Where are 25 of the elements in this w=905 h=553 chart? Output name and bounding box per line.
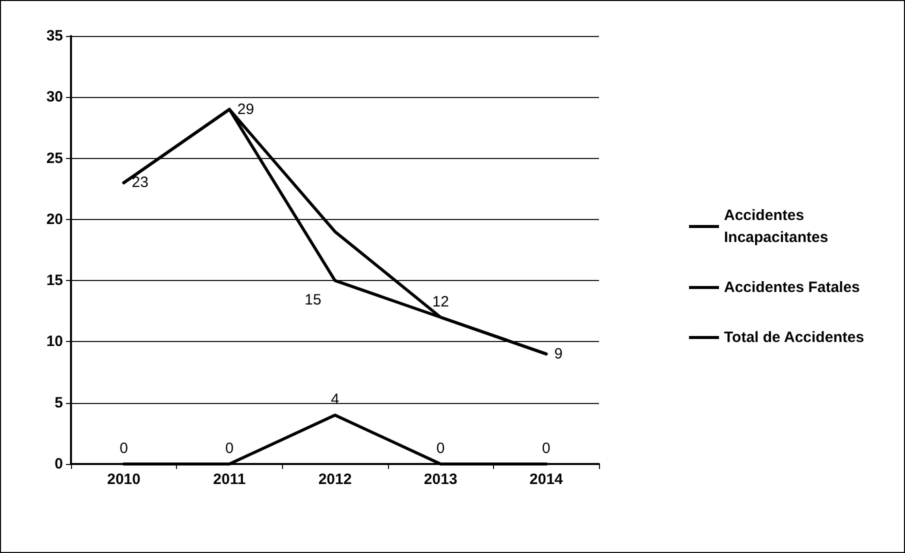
y-tick-label: 5 — [54, 394, 63, 412]
data-label: 0 — [436, 440, 445, 457]
legend-label: Total de Accidentes — [724, 329, 864, 346]
data-label: 9 — [554, 345, 563, 362]
y-tick-label: 35 — [46, 28, 63, 44]
data-label: 23 — [132, 174, 148, 192]
data-label: 0 — [120, 440, 128, 457]
x-tick-label: 2014 — [530, 471, 564, 488]
x-tick-label: 2012 — [318, 471, 352, 488]
y-tick-label: 0 — [54, 456, 63, 472]
data-label: 15 — [304, 292, 322, 309]
y-tick-label: 25 — [46, 150, 63, 167]
x-tick-label: 2011 — [213, 471, 246, 488]
legend-label: Accidentes Fatales — [724, 279, 860, 296]
y-tick-label: 20 — [46, 210, 63, 228]
data-label: 0 — [542, 440, 550, 457]
x-tick-label: 2010 — [107, 471, 140, 488]
data-label: 12 — [432, 293, 449, 310]
x-tick-label: 2013 — [424, 471, 458, 488]
data-label: 29 — [237, 100, 254, 118]
y-tick-label: 10 — [46, 333, 63, 350]
y-tick-label: 15 — [46, 272, 63, 290]
y-tick-label: 30 — [46, 88, 63, 106]
legend-label: Accidentes Incapacitantes — [724, 207, 828, 246]
data-label: 0 — [225, 440, 234, 457]
